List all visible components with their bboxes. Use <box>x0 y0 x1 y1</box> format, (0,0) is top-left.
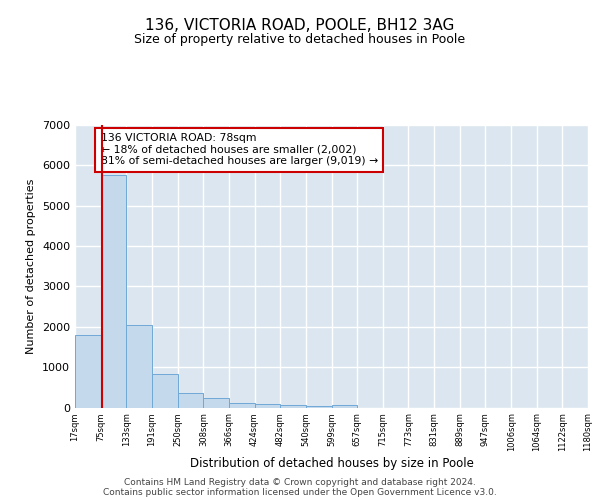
Bar <box>75 335 101 407</box>
Bar <box>203 398 229 407</box>
Bar <box>178 392 203 407</box>
Bar <box>332 406 358 407</box>
Bar <box>229 402 254 407</box>
Bar <box>126 325 152 407</box>
Text: Contains HM Land Registry data © Crown copyright and database right 2024.: Contains HM Land Registry data © Crown c… <box>124 478 476 487</box>
Text: 136 VICTORIA ROAD: 78sqm
← 18% of detached houses are smaller (2,002)
81% of sem: 136 VICTORIA ROAD: 78sqm ← 18% of detach… <box>101 133 378 166</box>
Text: Size of property relative to detached houses in Poole: Size of property relative to detached ho… <box>134 32 466 46</box>
Y-axis label: Number of detached properties: Number of detached properties <box>26 178 37 354</box>
Bar <box>101 176 126 408</box>
Text: 136, VICTORIA ROAD, POOLE, BH12 3AG: 136, VICTORIA ROAD, POOLE, BH12 3AG <box>145 18 455 32</box>
Bar <box>305 406 332 408</box>
Text: Contains public sector information licensed under the Open Government Licence v3: Contains public sector information licen… <box>103 488 497 497</box>
Bar <box>280 405 305 407</box>
X-axis label: Distribution of detached houses by size in Poole: Distribution of detached houses by size … <box>190 457 473 470</box>
Bar <box>254 404 280 407</box>
Bar <box>152 374 178 408</box>
